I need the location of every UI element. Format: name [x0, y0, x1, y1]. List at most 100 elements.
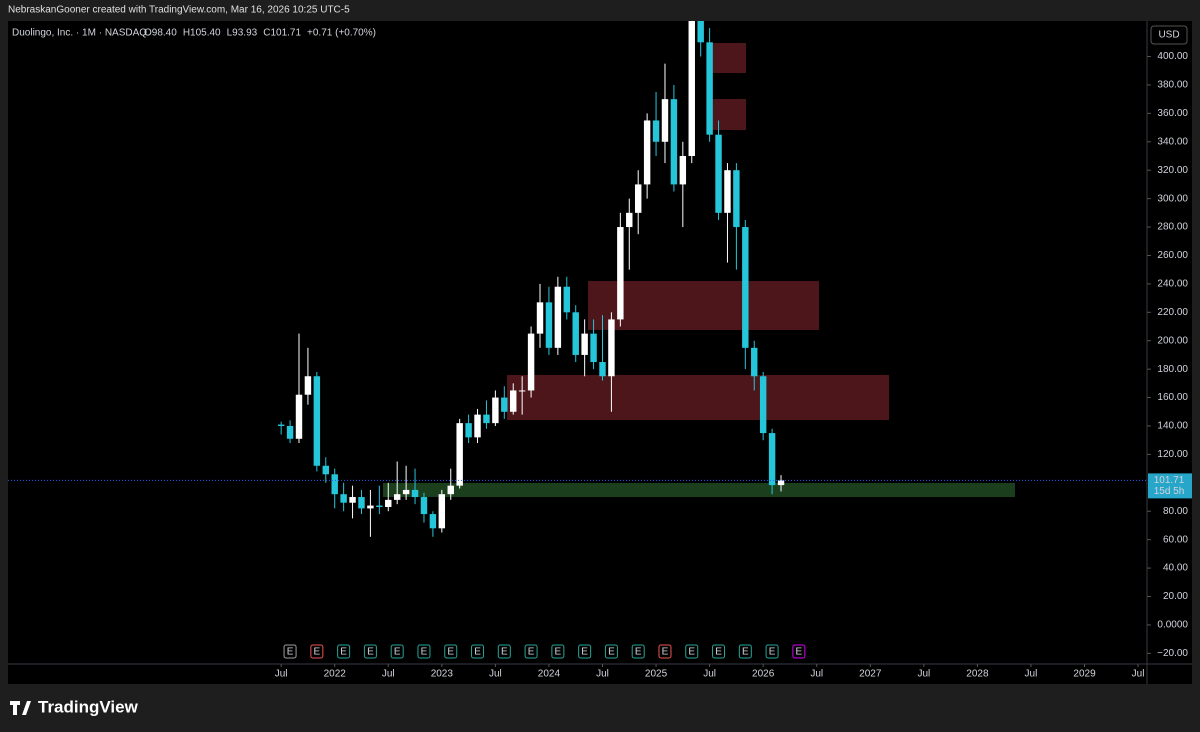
earnings-label: E [742, 647, 749, 658]
candle-body [751, 347, 758, 377]
supply-zone [712, 99, 746, 130]
x-tick-label: Jul [1132, 669, 1145, 680]
legend-item: L93.93 [227, 28, 258, 39]
candle-body [411, 489, 419, 498]
candle-body [777, 480, 785, 486]
x-tick-label: Jul [382, 669, 395, 680]
candle-body [661, 99, 669, 142]
candle-body [322, 465, 329, 475]
x-tick-label: 2026 [752, 669, 775, 680]
y-tick-label: 380.00 [1157, 80, 1188, 91]
candle-body [429, 514, 437, 529]
legend-item: C101.71 [263, 28, 301, 39]
candle-body [706, 42, 713, 135]
x-tick-label: Jul [275, 669, 288, 680]
earnings-label: E [314, 647, 321, 658]
candle-body [670, 99, 678, 185]
earnings-badge [471, 644, 485, 659]
candle-body [420, 497, 428, 515]
y-tick-label: 120.00 [1157, 449, 1188, 460]
x-tick-label: 2027 [859, 669, 882, 680]
candle-body [608, 319, 615, 377]
earnings-badge [497, 644, 511, 659]
supply-zone [507, 375, 889, 420]
earnings-badge [712, 644, 726, 659]
candle-body [438, 494, 446, 529]
candle-body [349, 497, 356, 503]
legend-item: H105.40 [183, 28, 221, 39]
y-tick-label: 20.00 [1163, 591, 1188, 602]
candle-body [759, 376, 767, 434]
candle-body [474, 414, 481, 438]
candle-body [617, 227, 624, 320]
earnings-badge [765, 644, 779, 659]
earnings-badge [444, 644, 458, 659]
y-tick-label: 340.00 [1157, 136, 1188, 147]
candle-body [393, 494, 401, 500]
earnings-badge [578, 644, 592, 659]
candle-body [724, 170, 731, 213]
earnings-badge [310, 644, 324, 659]
supply-zone [588, 281, 819, 330]
earnings-label: E [581, 647, 588, 658]
header: NebraskanGooner created with TradingView… [8, 5, 350, 16]
candle-body [340, 494, 347, 503]
candles [277, 21, 785, 537]
earnings-badge [363, 644, 377, 659]
supply-zone [712, 43, 746, 73]
x-tick-label: 2022 [324, 669, 347, 680]
earnings-badge [685, 644, 699, 659]
currency-box[interactable] [1150, 25, 1188, 45]
earnings-label: E [287, 647, 294, 658]
earnings-label: E [796, 647, 803, 658]
earnings-label: E [367, 647, 374, 658]
candle-body [295, 394, 303, 439]
candle-body [581, 333, 588, 355]
y-tick-label: 360.00 [1157, 108, 1188, 119]
candle-body [599, 362, 606, 377]
y-tick-label: 40.00 [1163, 563, 1188, 574]
candle-body [768, 433, 776, 486]
candle-body [367, 505, 374, 509]
candle-body [536, 302, 544, 334]
candle-body [590, 333, 597, 363]
candle-body [465, 423, 472, 438]
x-tick-label: Jul [703, 669, 716, 680]
currency[interactable]: USD [1158, 30, 1179, 41]
zones [383, 43, 1015, 497]
earnings-badge [631, 644, 645, 659]
candle-body [313, 376, 321, 466]
earnings-label: E [501, 647, 508, 658]
candle-body [447, 485, 454, 495]
y-tick-label: 300.00 [1157, 193, 1188, 204]
candle-body [733, 170, 740, 228]
earnings-badge [658, 644, 672, 659]
candle-body [304, 376, 312, 395]
candle-body [483, 414, 490, 424]
time-axis [8, 664, 1192, 684]
candle-body [643, 120, 651, 185]
y-tick-label: 60.00 [1163, 534, 1188, 545]
x-tick-label: Jul [596, 669, 609, 680]
earnings-label: E [662, 647, 669, 658]
y-tick-label: −20.00 [1157, 648, 1188, 659]
x-tick-label: Jul [917, 669, 930, 680]
candle-body [331, 474, 338, 495]
y-tick-label: 0.0000 [1157, 620, 1188, 631]
x-tick-label: Jul [1025, 669, 1038, 680]
x-tick-label: 2024 [538, 669, 561, 680]
candle-body [456, 423, 463, 486]
earnings-badge [604, 644, 618, 659]
earnings-badge [390, 644, 404, 659]
candle-body [626, 212, 633, 228]
earnings-label: E [635, 647, 642, 658]
candle-body [679, 155, 687, 185]
countdown: 15d 5h [1154, 486, 1185, 497]
y-tick-label: 140.00 [1157, 421, 1188, 432]
x-tick-label: 2029 [1073, 669, 1096, 680]
x-tick-label: Jul [489, 669, 502, 680]
candle-body [518, 390, 526, 392]
earnings-badge [283, 644, 297, 659]
earnings-badge [524, 644, 538, 659]
candle-body [742, 227, 749, 348]
